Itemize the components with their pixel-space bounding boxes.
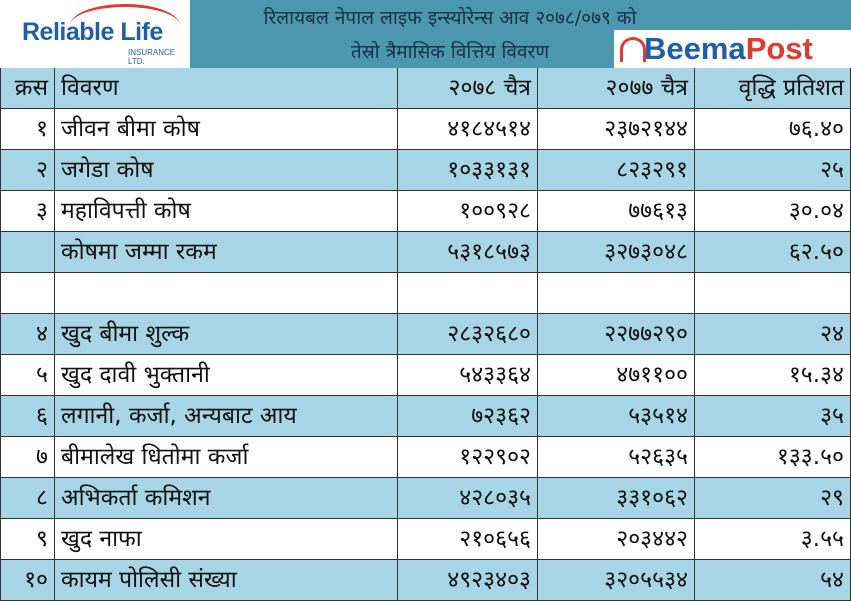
brand-icon [620, 37, 646, 62]
table-cell: ३२७३०४८ [538, 232, 695, 273]
header-cell: २०७८ चैत्र [398, 68, 538, 109]
table-cell: ४७११०० [538, 355, 695, 396]
table-cell: ७ [0, 437, 55, 478]
table-cell: महाविपत्ती कोष [55, 191, 398, 232]
table-cell: ३ [0, 191, 55, 232]
table-cell: बीमालेख धितोमा कर्जा [55, 437, 398, 478]
brand-text: Beema [644, 31, 746, 66]
table-cell: ५२६३५ [538, 437, 695, 478]
table-cell: ८ [0, 478, 55, 519]
table-cell: ३.५५ [695, 519, 851, 560]
header-cell: विवरण [55, 68, 398, 109]
table-cell: ५ [0, 355, 55, 396]
table-cell: ७६.४० [695, 109, 851, 150]
table-cell: जगेडा कोष [55, 150, 398, 191]
title-line: रिलायबल नेपाल लाइफ इन्स्योरेन्स आव २०७८/… [263, 7, 637, 29]
table-cell: कोषमा जम्मा रकम [55, 232, 398, 273]
table-cell: १२२९०२ [398, 437, 538, 478]
table-cell: २०३४४२ [538, 519, 695, 560]
table-cell: अभिकर्ता कमिशन [55, 478, 398, 519]
table-cell: २९ [695, 478, 851, 519]
table-cell: ४२८०३५ [398, 478, 538, 519]
table-cell: ५४ [695, 560, 851, 601]
table-cell: ५३५१४ [538, 396, 695, 437]
table-cell: जीवन बीमा कोष [55, 109, 398, 150]
table-cell: ७२३६२ [398, 396, 538, 437]
table-cell: ५४३३६४ [398, 355, 538, 396]
table-cell: २३७२१४४ [538, 109, 695, 150]
table-cell: ८२३२९१ [538, 150, 695, 191]
table-cell: २४ [695, 314, 851, 355]
table-cell: ३५ [695, 396, 851, 437]
brand-text: Post [745, 31, 813, 66]
table-cell: ३३१०६२ [538, 478, 695, 519]
table-cell: कायम पोलिसी संख्या [55, 560, 398, 601]
table-cell: २ [0, 150, 55, 191]
table-cell: २२७७२९० [538, 314, 695, 355]
table-cell: लगानी, कर्जा, अन्यबाट आय [55, 396, 398, 437]
table-cell: १० [0, 560, 55, 601]
logo: Reliable Life INSURANCE LTD. [0, 0, 190, 68]
table-cell: ३२०५५३४ [538, 560, 695, 601]
table-cell: ६ [0, 396, 55, 437]
table-cell: ६२.५० [695, 232, 851, 273]
table-cell: २५ [695, 150, 851, 191]
table-cell [0, 273, 55, 314]
table-cell [0, 232, 55, 273]
logo-subtext: INSURANCE LTD. [128, 48, 176, 66]
table-cell [538, 273, 695, 314]
header-cell: वृद्धि प्रतिशत [695, 68, 851, 109]
header-cell: २०७७ चैत्र [538, 68, 695, 109]
header-cell: क्रस [0, 68, 55, 109]
logo-arc [70, 4, 180, 47]
table-cell: ३०.०४ [695, 191, 851, 232]
table-cell: खुद नाफा [55, 519, 398, 560]
table-cell: ४ [0, 314, 55, 355]
brand: BeemaPost [614, 30, 851, 68]
table-cell: १३३.५० [695, 437, 851, 478]
table-cell: ७७६१३ [538, 191, 695, 232]
table-cell: खुद दावी भुक्तानी [55, 355, 398, 396]
table-cell: १५.३४ [695, 355, 851, 396]
table-cell [398, 273, 538, 314]
table-cell: १ [0, 109, 55, 150]
table-cell: २८३२६८० [398, 314, 538, 355]
table-cell: १००९२८ [398, 191, 538, 232]
table-cell: खुद बीमा शुल्क [55, 314, 398, 355]
table-cell [55, 273, 398, 314]
table-cell: ९ [0, 519, 55, 560]
table-cell [695, 273, 851, 314]
table-cell: ५३१८५७३ [398, 232, 538, 273]
table-cell: ४९२३४०३ [398, 560, 538, 601]
table-cell: ४१८४५१४ [398, 109, 538, 150]
table-cell: १०३३१३१ [398, 150, 538, 191]
title-line: तेस्रो त्रैमासिक वित्तिय विवरण [350, 41, 550, 63]
table-cell: २१०६५६ [398, 519, 538, 560]
